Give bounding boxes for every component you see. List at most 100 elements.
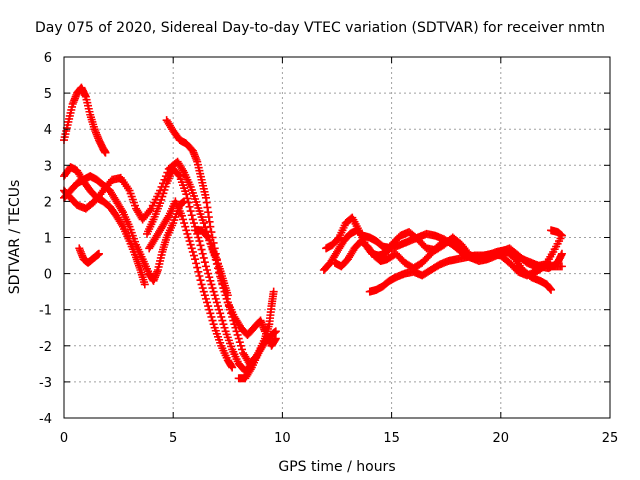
data-point (189, 251, 198, 260)
data-point (184, 198, 193, 207)
data-point (129, 198, 138, 207)
data-point (176, 175, 185, 184)
data-point (203, 265, 212, 274)
data-point (211, 326, 220, 335)
data-point (195, 237, 204, 246)
data-point (205, 305, 214, 314)
data-point (233, 330, 242, 339)
y-tick-label: 0 (44, 268, 52, 283)
data-point (193, 263, 202, 272)
data-point (191, 255, 200, 264)
data-point (209, 287, 218, 296)
chart-title: Day 075 of 2020, Sidereal Day-to-day VTE… (35, 20, 605, 36)
data-point (170, 216, 179, 225)
x-tick-label: 25 (602, 431, 619, 446)
data-point (126, 225, 135, 234)
data-point (181, 222, 190, 231)
data-point (180, 219, 189, 228)
data-point (185, 202, 194, 211)
data-point (195, 207, 204, 216)
data-point (216, 309, 225, 318)
data-point (187, 185, 196, 194)
data-point (210, 291, 219, 300)
data-point (217, 276, 226, 285)
data-point (557, 262, 566, 271)
data-point (192, 259, 201, 268)
data-point (158, 192, 167, 201)
y-tick-label: -4 (39, 412, 52, 427)
data-point (213, 332, 222, 341)
data-point (215, 268, 224, 277)
x-tick-label: 10 (274, 431, 291, 446)
data-point (271, 334, 280, 343)
data-point (195, 272, 204, 281)
data-point (196, 210, 205, 219)
data-point (212, 259, 221, 268)
data-point (199, 219, 208, 228)
series-track-e (60, 157, 232, 300)
data-point (220, 287, 229, 296)
data-point (205, 236, 214, 245)
data-point (201, 262, 210, 271)
data-point (188, 215, 197, 224)
y-tick-label: 6 (44, 51, 52, 66)
data-point (161, 182, 170, 191)
data-point (182, 190, 191, 199)
data-point (234, 334, 243, 343)
data-point (216, 338, 225, 347)
data-point (179, 181, 188, 190)
data-point (209, 320, 218, 329)
data-point (206, 222, 215, 231)
data-point (140, 280, 149, 289)
data-point (183, 229, 192, 238)
data-point (206, 239, 215, 248)
y-tick-label: 5 (44, 87, 52, 102)
data-point (201, 294, 210, 303)
data-point (271, 327, 280, 336)
data-point (200, 258, 209, 267)
data-point (210, 251, 219, 260)
series-track-g (145, 197, 237, 372)
data-point (222, 330, 231, 339)
data-point (188, 188, 197, 197)
data-point (177, 211, 186, 220)
data-point (128, 231, 137, 240)
data-point (547, 285, 556, 294)
data-point (206, 276, 215, 285)
data-point (219, 320, 228, 329)
data-point (213, 264, 222, 273)
data-point (228, 363, 237, 372)
data-point (211, 255, 220, 264)
data-point (186, 182, 195, 191)
data-point (156, 199, 165, 208)
data-point (198, 284, 207, 293)
series-track-c (60, 163, 149, 289)
data-point (222, 294, 231, 303)
x-axis-title: GPS time / hours (278, 459, 395, 475)
series-track-b (75, 244, 103, 267)
data-point (184, 233, 193, 242)
data-point (557, 249, 566, 258)
data-point (129, 234, 138, 243)
data-point (189, 191, 198, 200)
data-point (208, 284, 217, 293)
data-point (205, 273, 214, 282)
data-point (215, 335, 224, 344)
data-point (180, 184, 189, 193)
data-point (94, 249, 103, 258)
y-tick-label: -3 (39, 376, 52, 391)
data-point (204, 302, 213, 311)
data-point (196, 241, 205, 250)
data-point (203, 298, 212, 307)
data-point (218, 316, 227, 325)
y-tick-label: 2 (44, 195, 52, 210)
data-point (207, 242, 216, 251)
data-point (127, 228, 136, 237)
data-point (547, 226, 556, 235)
data-point (204, 269, 213, 278)
x-tick-label: 20 (493, 431, 510, 446)
data-point (210, 323, 219, 332)
data-point (185, 237, 194, 246)
